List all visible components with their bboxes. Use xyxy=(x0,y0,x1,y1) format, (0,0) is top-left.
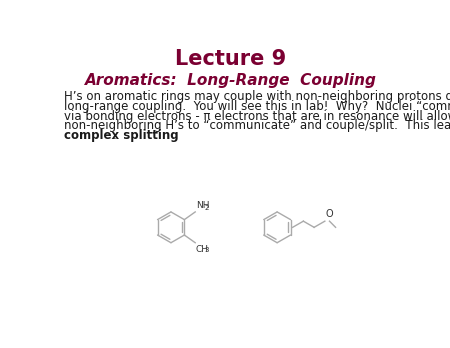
Text: H’s on aromatic rings may couple with non-neighboring protons due to: H’s on aromatic rings may couple with no… xyxy=(64,90,450,103)
Text: CH: CH xyxy=(196,245,209,254)
Text: complex splitting: complex splitting xyxy=(64,129,179,142)
Text: via bonding electrons - π electrons that are in resonance will allow: via bonding electrons - π electrons that… xyxy=(64,110,450,122)
Text: Lecture 9: Lecture 9 xyxy=(175,49,286,70)
Text: .: . xyxy=(113,129,117,142)
Text: 2: 2 xyxy=(204,205,209,211)
Text: O: O xyxy=(326,209,333,219)
Text: non-neighboring H’s to “communicate” and couple/split.  This leads to: non-neighboring H’s to “communicate” and… xyxy=(64,119,450,132)
Text: long-range coupling.  You will see this in lab!  Why?  Nuclei “communicate”: long-range coupling. You will see this i… xyxy=(64,100,450,113)
Text: Aromatics:  Long-Range  Coupling: Aromatics: Long-Range Coupling xyxy=(85,73,377,88)
Text: 3: 3 xyxy=(204,247,209,253)
Text: NH: NH xyxy=(196,200,210,209)
